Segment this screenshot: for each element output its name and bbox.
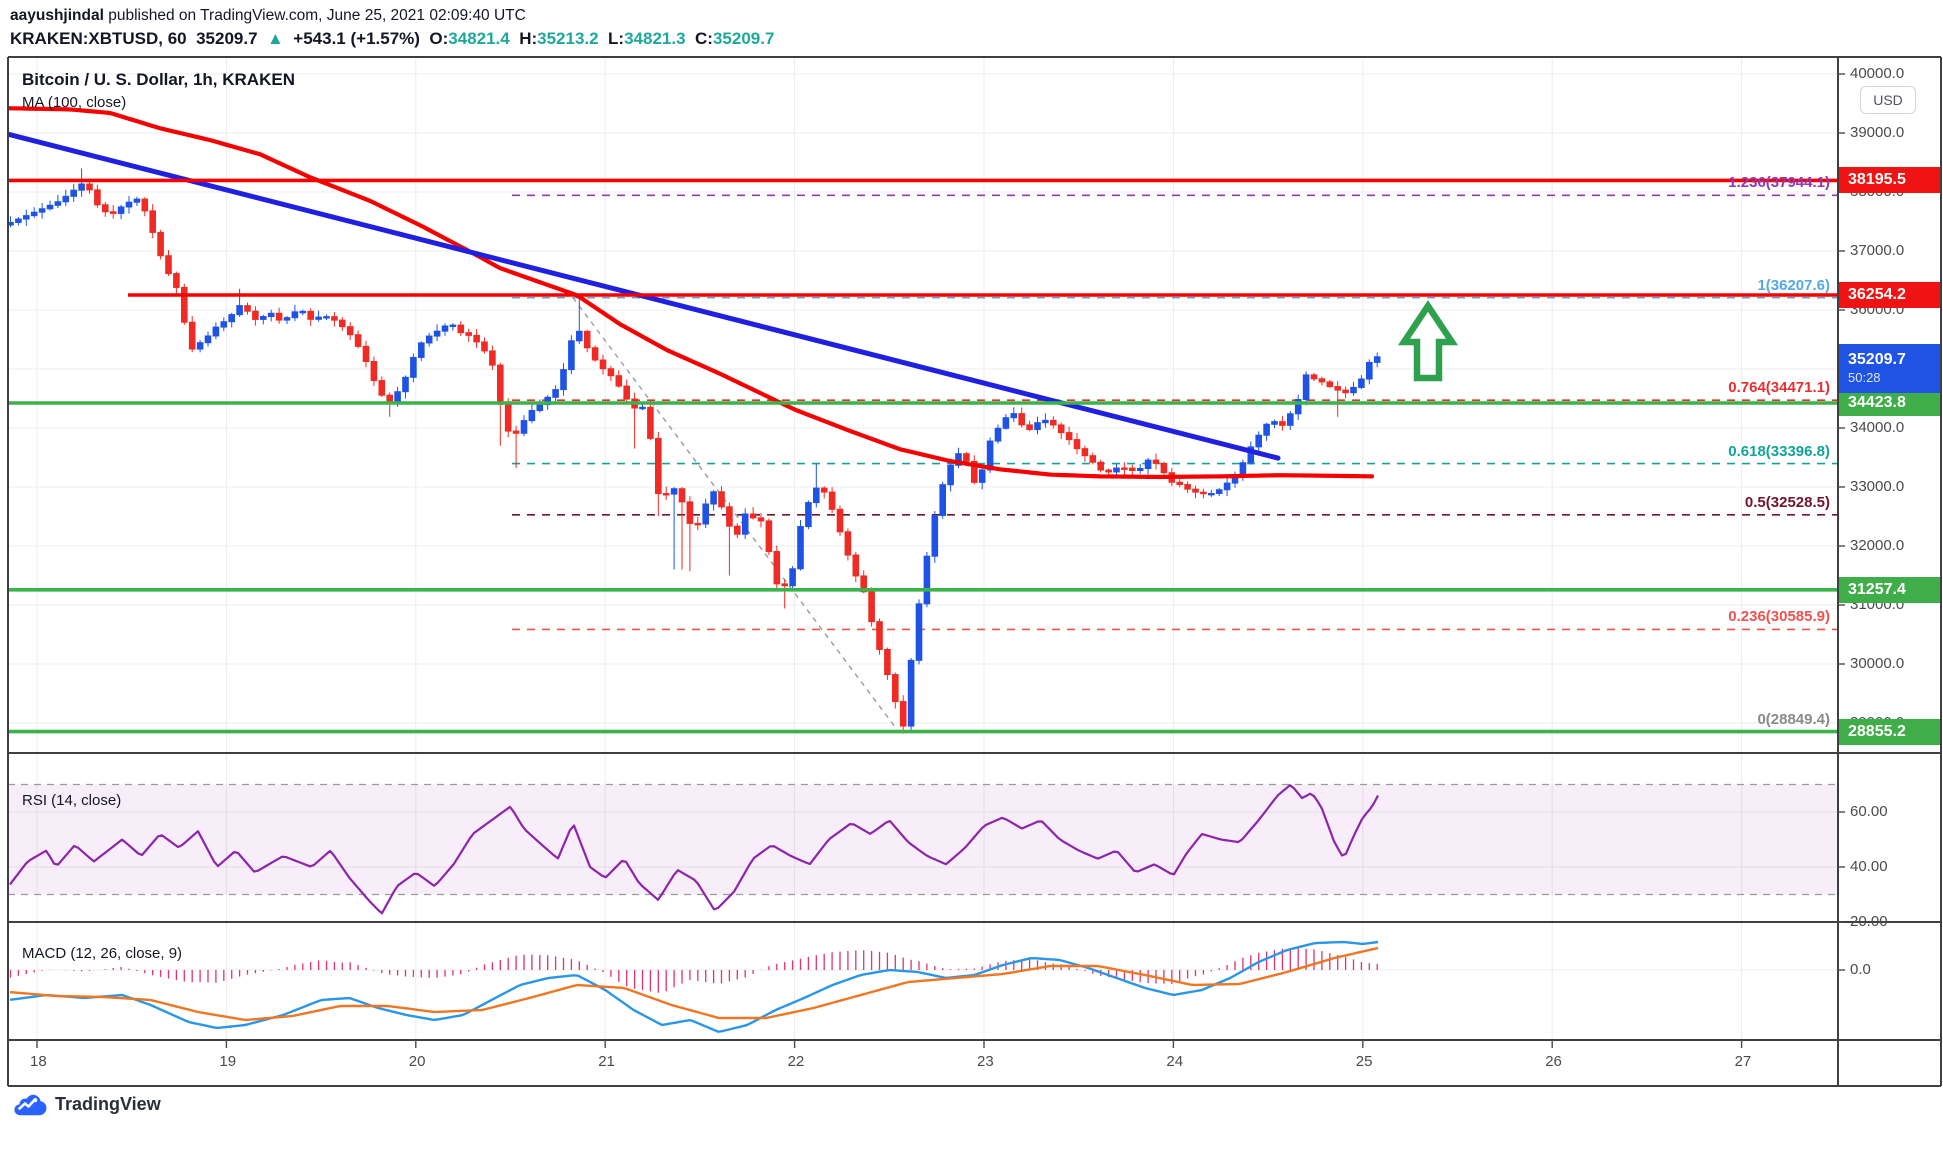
- fib-level-label: 0.236(30585.9): [1728, 608, 1830, 626]
- time-tick-label: 18: [30, 1053, 47, 1070]
- low-label: L:: [608, 29, 625, 48]
- tradingview-cloud-icon: [14, 1094, 47, 1116]
- price-level-label: 28855.2: [1839, 718, 1940, 745]
- price-level-label: 38195.5: [1839, 167, 1940, 194]
- publish-line: aayushjindal published on TradingView.co…: [10, 7, 526, 25]
- candles-layer: [8, 168, 1381, 734]
- time-tick-label: 20: [408, 1053, 426, 1070]
- publish-text: published on TradingView.com, June 25, 2…: [103, 7, 526, 24]
- last-price-label: 35209.7 50:28: [1839, 343, 1940, 393]
- grid-layer: [8, 57, 1838, 1040]
- chart-legend-ma: MA (100, close): [22, 94, 127, 111]
- price-tick-label: 32000.0: [1850, 537, 1905, 554]
- chart-legend-title: Bitcoin / U. S. Dollar, 1h, KRAKEN: [22, 70, 295, 89]
- time-tick-label: 21: [598, 1053, 615, 1070]
- fib-level-label: 0.618(33396.8): [1728, 442, 1830, 460]
- high-label: H:: [519, 29, 538, 48]
- time-tick-label: 25: [1355, 1053, 1373, 1070]
- macd-pane-label: MACD (12, 26, close, 9): [22, 945, 183, 962]
- price-tick-label: 39000.0: [1850, 124, 1905, 141]
- up-triangle-icon: ▲: [267, 29, 284, 48]
- last-price: 35209.7: [196, 29, 258, 48]
- macd-line: [9, 940, 1379, 1033]
- price-tick-label: 34000.0: [1850, 419, 1905, 436]
- last-price-value: 35209.7: [1848, 351, 1906, 368]
- macd-signal-line: [9, 946, 1379, 1022]
- low-value: 34821.3: [624, 29, 686, 48]
- price-tick-label: 37000.0: [1850, 242, 1905, 259]
- rsi-pane-layer: [8, 783, 1838, 915]
- price-tick-label: 30000.0: [1850, 655, 1905, 672]
- price-tick-label: 40000.0: [1850, 65, 1905, 82]
- rsi-pane-label: RSI (14, close): [22, 792, 122, 809]
- ma-100-line: [8, 106, 1375, 480]
- macd-tick-label: 0.0: [1850, 961, 1871, 978]
- fib-level-label: 1.236(37944.1): [1728, 174, 1830, 192]
- bar-countdown: 50:28: [1848, 370, 1881, 385]
- fib-level-label: 0(28849.4): [1757, 710, 1830, 728]
- price-level-label: 34423.8: [1839, 389, 1940, 416]
- macd-pane-layer: [9, 940, 1379, 1033]
- high-value: 35213.2: [537, 29, 599, 48]
- time-tick-label: 27: [1734, 1053, 1752, 1070]
- username: aayushjindal: [10, 7, 104, 24]
- fib-level-label: 0.5(32528.5): [1744, 493, 1830, 511]
- rsi-tick-label: 40.00: [1850, 858, 1888, 875]
- price-tick-label: 33000.0: [1850, 478, 1905, 495]
- up-arrow-annotation: [1397, 300, 1459, 382]
- currency-unit-button[interactable]: USD: [1860, 86, 1916, 114]
- symbol-title: KRAKEN:XBTUSD, 60: [10, 29, 187, 48]
- rsi-line: [9, 784, 1379, 915]
- overlay-lines-layer: [8, 106, 1375, 480]
- close-label: C:: [695, 29, 713, 48]
- open-label: O:: [429, 29, 449, 48]
- time-tick-label: 19: [219, 1053, 237, 1070]
- price-level-label: 36254.2: [1839, 282, 1940, 308]
- time-tick-label: 24: [1166, 1053, 1184, 1070]
- open-value: 34821.4: [448, 29, 510, 48]
- pane-borders: [7, 56, 1942, 1087]
- time-tick-label: 22: [787, 1053, 805, 1070]
- rsi-tick-label: 20.00: [1850, 913, 1888, 930]
- time-tick-label: 26: [1545, 1053, 1562, 1070]
- fib-level-label: 0.764(34471.1): [1728, 379, 1830, 397]
- time-tick-label: 23: [977, 1053, 994, 1070]
- tradingview-logo-text: TradingView: [55, 1093, 161, 1114]
- fib-level-label: 1(36207.6): [1757, 276, 1830, 294]
- change-text: +543.1 (+1.57%): [293, 29, 420, 48]
- price-level-label: 31257.4: [1839, 576, 1940, 603]
- fib-retracement-layer: [512, 194, 1838, 733]
- symbol-line: KRAKEN:XBTUSD, 60 35209.7 ▲ +543.1 (+1.5…: [10, 29, 774, 49]
- close-value: 35209.7: [712, 29, 775, 48]
- tradingview-logo[interactable]: TradingView: [12, 1092, 161, 1116]
- rsi-tick-label: 60.00: [1850, 803, 1888, 820]
